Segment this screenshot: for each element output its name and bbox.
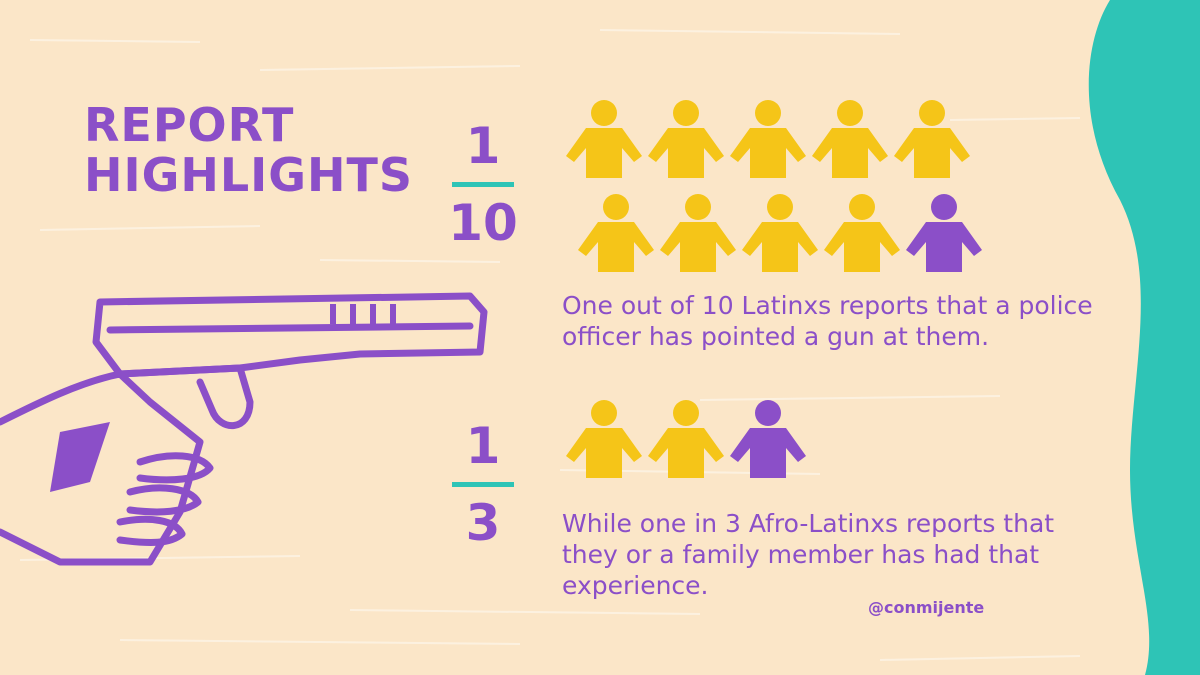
person-icon xyxy=(742,194,818,272)
person-icon xyxy=(730,100,806,178)
people-group-stat-2 xyxy=(566,400,806,478)
person-icon xyxy=(566,100,642,178)
person-icon xyxy=(824,194,900,272)
fraction-stat-1: 1 10 xyxy=(438,118,528,251)
person-icon xyxy=(648,400,724,478)
person-icon xyxy=(894,100,970,178)
title-line-2: HIGHLIGHTS xyxy=(84,148,414,202)
fraction-bar xyxy=(452,482,514,487)
person-icon xyxy=(730,400,806,478)
report-title: REPORT HIGHLIGHTS xyxy=(84,100,413,200)
people-group-stat-1 xyxy=(566,100,982,272)
fraction-bar xyxy=(452,182,514,187)
social-handle: @conmijente xyxy=(868,598,985,617)
fraction-numerator: 1 xyxy=(465,417,501,475)
person-icon xyxy=(906,194,982,272)
fraction-denominator: 10 xyxy=(448,194,518,252)
fraction-numerator: 1 xyxy=(465,117,501,175)
person-icon xyxy=(660,194,736,272)
stat-2-text: While one in 3 Afro-Latinxs reports that… xyxy=(562,509,1055,600)
hand-gun-illustration xyxy=(0,292,488,566)
fraction-denominator: 3 xyxy=(465,494,501,552)
fraction-stat-2: 1 3 xyxy=(438,418,528,551)
stat-1-text: One out of 10 Latinxs reports that a pol… xyxy=(562,291,1093,351)
person-icon xyxy=(648,100,724,178)
person-icon xyxy=(812,100,888,178)
title-line-1: REPORT xyxy=(84,98,295,152)
person-icon xyxy=(578,194,654,272)
person-icon xyxy=(566,400,642,478)
